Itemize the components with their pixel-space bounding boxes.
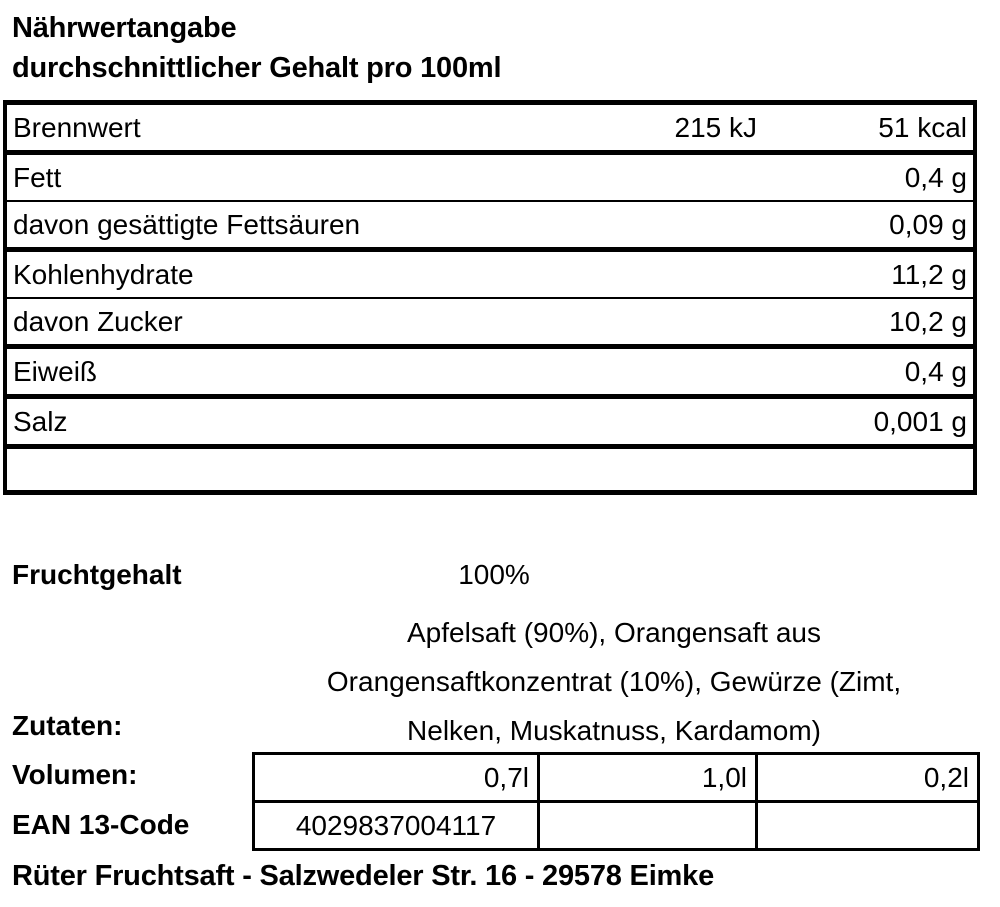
table-row: davon Zucker 10,2 g bbox=[5, 298, 975, 347]
nutrient-name: Brennwert bbox=[13, 112, 141, 143]
ean-value bbox=[537, 800, 758, 851]
ean-row: 4029837004117 bbox=[252, 800, 980, 851]
page-title: Nährwertangabe bbox=[12, 12, 237, 44]
nutrient-kj bbox=[583, 201, 763, 250]
table-row: Brennwert 215 kJ 51 kcal bbox=[5, 102, 975, 153]
nutrient-value: 0,09 g bbox=[889, 209, 967, 240]
fruit-content-label: Fruchtgehalt bbox=[12, 559, 182, 590]
nutrient-name: davon Zucker bbox=[13, 306, 183, 337]
nutrient-value: 0,001 g bbox=[873, 406, 967, 437]
heading-block: Nährwertangabe durchschnittlicher Gehalt… bbox=[12, 8, 972, 88]
nutrient-value: 11,2 g bbox=[891, 259, 967, 290]
nutrient-kj bbox=[583, 153, 763, 202]
nutrient-kj bbox=[583, 347, 763, 397]
ingredients-line: Orangensaftkonzentrat (10%), Gewürze (Zi… bbox=[326, 666, 902, 697]
manufacturer-address: Rüter Fruchtsaft - Salzwedeler Str. 16 -… bbox=[12, 860, 714, 892]
ingredients-label: Zutaten: bbox=[12, 710, 123, 741]
ean-value bbox=[755, 800, 980, 851]
nutrient-kj: 215 kJ bbox=[674, 112, 758, 143]
nutrient-kj bbox=[583, 447, 763, 493]
nutrient-kj bbox=[583, 250, 763, 299]
nutrient-value: 0,4 g bbox=[904, 356, 967, 387]
table-row: davon gesättigte Fettsäuren 0,09 g bbox=[5, 201, 975, 250]
table-row: Kohlenhydrate 11,2 g bbox=[5, 249, 975, 299]
volume-ean-table: 0,7l 1,0l 0,2l 4029837004117 bbox=[252, 752, 980, 851]
nutrient-name: Salz bbox=[13, 406, 68, 437]
table-row: Salz 0,001 g bbox=[5, 396, 975, 447]
ingredients-line: Apfelsaft (90%), Orangensaft aus bbox=[407, 617, 821, 648]
nutrient-name: Kohlenhydrate bbox=[13, 259, 194, 290]
nutrient-name: Fett bbox=[13, 162, 62, 193]
ingredients-line: Nelken, Muskatnuss, Kardamom) bbox=[407, 715, 821, 746]
nutrient-name bbox=[5, 447, 583, 493]
nutrient-value: 10,2 g bbox=[889, 306, 967, 337]
fruit-content-value: 100% bbox=[458, 559, 530, 590]
nutrient-name: Eiweiß bbox=[13, 356, 98, 387]
page-subtitle: durchschnittlicher Gehalt pro 100ml bbox=[12, 52, 502, 84]
nutrient-value bbox=[763, 447, 975, 493]
table-row: Eiweiß 0,4 g bbox=[5, 346, 975, 397]
nutrient-value: 0,4 g bbox=[904, 162, 967, 193]
table-row: Fett 0,4 g bbox=[5, 152, 975, 202]
ean-value: 4029837004117 bbox=[252, 800, 540, 851]
nutrient-value: 51 kcal bbox=[878, 112, 967, 143]
volume-value: 0,7l bbox=[252, 752, 540, 803]
nutrition-table: Brennwert 215 kJ 51 kcal Fett 0,4 g davo… bbox=[3, 100, 977, 495]
volume-value: 0,2l bbox=[755, 752, 980, 803]
table-row-empty bbox=[5, 446, 975, 493]
volume-label: Volumen: bbox=[12, 759, 138, 790]
nutrient-kj bbox=[583, 397, 763, 447]
ingredients-text: Apfelsaft (90%), Orangensaft aus Orangen… bbox=[252, 608, 976, 755]
nutrient-name: davon gesättigte Fettsäuren bbox=[13, 209, 361, 240]
ean-label: EAN 13-Code bbox=[12, 809, 190, 840]
nutrient-kj bbox=[583, 298, 763, 347]
volume-row: 0,7l 1,0l 0,2l bbox=[252, 752, 980, 803]
volume-value: 1,0l bbox=[537, 752, 758, 803]
